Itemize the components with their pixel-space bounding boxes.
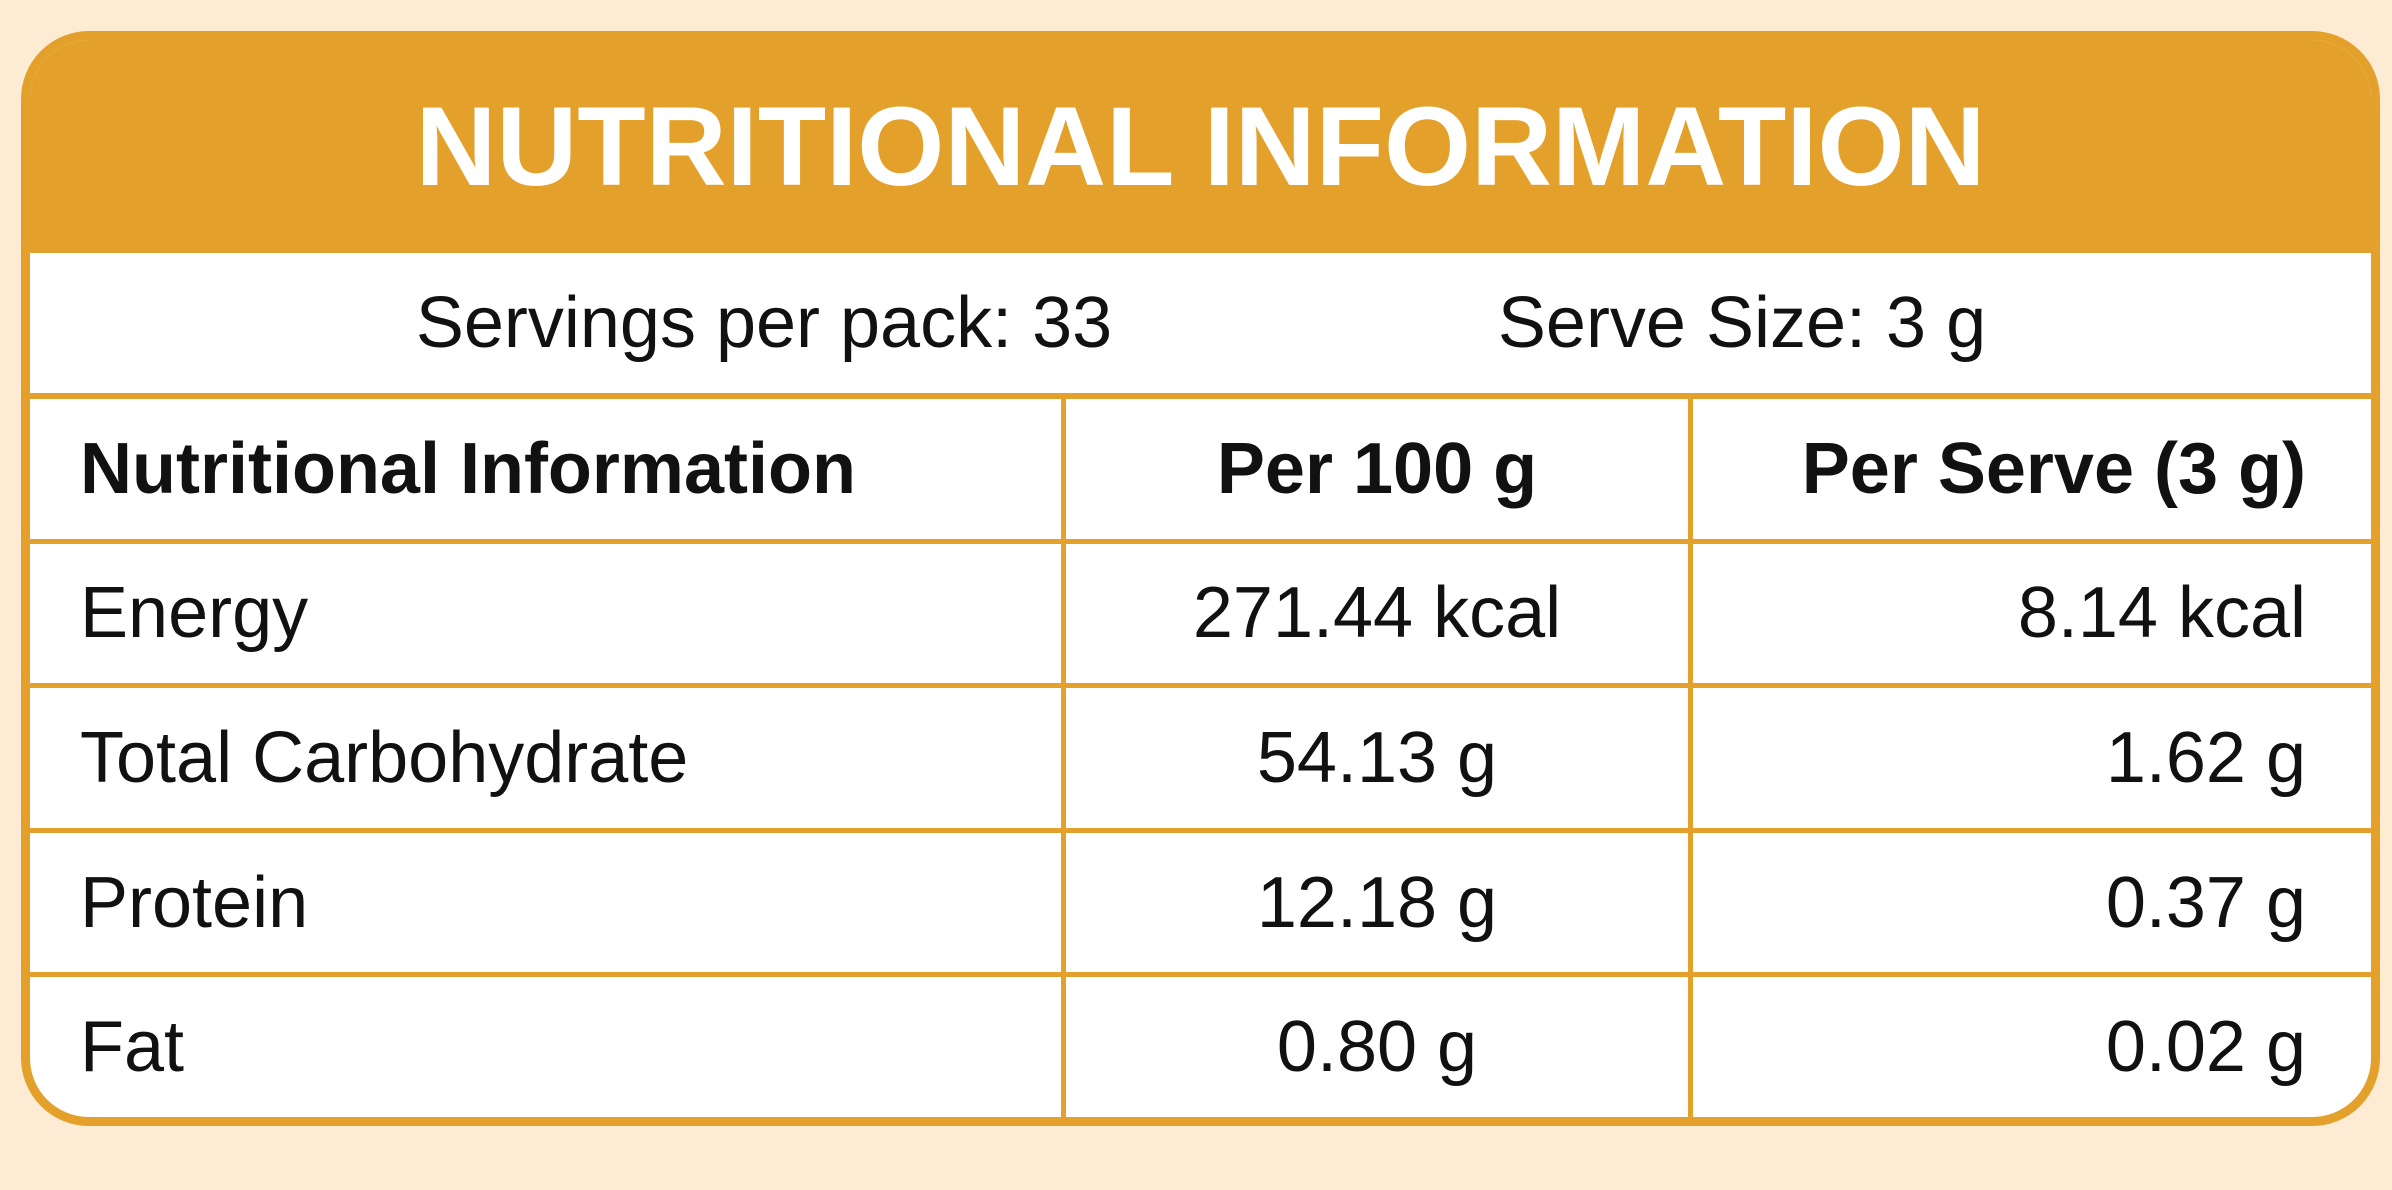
servings-per-pack: Servings per pack: 33 [415, 283, 1113, 363]
table-cell: 1.62 g [2105, 717, 2306, 798]
table-cell: Protein [30, 832, 1066, 973]
table-cell: 12.18 g [1066, 832, 1693, 973]
table-cell: Fat [30, 977, 1066, 1117]
table-row: Protein 12.18 g 0.37 g [30, 832, 2371, 978]
column-header: Nutritional Information [30, 399, 1066, 539]
table-cell: 54.13 g [1066, 688, 1693, 828]
table-row: Fat 0.80 g 0.02 g [30, 977, 2371, 1117]
column-header: Per 100 g [1066, 399, 1693, 539]
column-header: Per Serve (3 g) [1801, 428, 2306, 509]
table-cell: 0.02 g [2105, 1007, 2306, 1088]
table-row: Energy 271.44 kcal 8.14 kcal [30, 543, 2371, 689]
table-cell: 0.80 g [1066, 977, 1693, 1117]
servings-row: Servings per pack: 33 Serve Size: 3 g [30, 253, 2371, 399]
nutrition-card: NUTRITIONAL INFORMATION Servings per pac… [21, 31, 2380, 1126]
title: NUTRITIONAL INFORMATION [30, 40, 2371, 253]
table-cell: 0.37 g [2105, 862, 2306, 943]
table-cell: Total Carbohydrate [30, 688, 1066, 828]
table-cell: 271.44 kcal [1066, 543, 1693, 684]
table-row: Total Carbohydrate 54.13 g 1.62 g [30, 688, 2371, 833]
nutrition-table: Nutritional Information Per 100 g Per Serv… [30, 399, 2371, 1117]
table-cell: Energy [30, 543, 1066, 684]
serve-size: Serve Size: 3 g [1497, 283, 1987, 363]
header-row: Nutritional Information Per 100 g Per Serv… [30, 399, 2371, 544]
table-cell: 8.14 kcal [2017, 573, 2306, 654]
